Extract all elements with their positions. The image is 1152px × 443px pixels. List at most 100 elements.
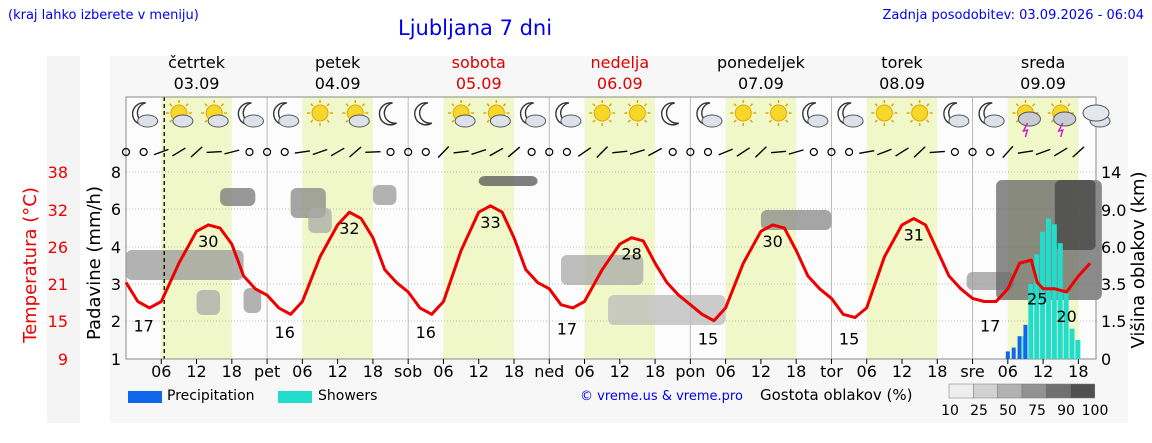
- wind-barb-icon: [453, 150, 469, 154]
- precip-tick-label: 2: [111, 312, 121, 331]
- x-tick-label: 12: [469, 362, 489, 381]
- cloud-density-swatch: [1045, 383, 1071, 399]
- temperature-label: 25: [1027, 289, 1047, 308]
- x-tick-label: 12: [892, 362, 912, 381]
- moon-icon: [378, 102, 397, 126]
- wind-barb-icon: [437, 146, 450, 158]
- wind-calm-icon: [280, 147, 289, 157]
- cloud-density-swatch: [997, 383, 1023, 399]
- x-tick-label: sob: [394, 362, 422, 381]
- wind-barb-icon: [596, 146, 609, 158]
- sun-cloud-icon: [448, 100, 476, 128]
- wind-calm-icon: [421, 147, 430, 157]
- moon-icon: [660, 102, 680, 126]
- cloud-density-tick: 75: [1028, 403, 1046, 419]
- day-date: 06.09: [597, 74, 643, 93]
- day-name: sreda: [1021, 53, 1065, 72]
- day-date: 04.09: [315, 74, 361, 93]
- cloud-icon: [1082, 104, 1111, 128]
- wind-calm-icon: [986, 147, 995, 157]
- cloud-height-axis-title: Višina oblakov (km): [1128, 171, 1149, 348]
- wind-barb-icon: [859, 149, 875, 155]
- x-tick-label: 06: [292, 362, 312, 381]
- wind-barb-icon: [365, 151, 381, 153]
- temperature-line: [124, 204, 1092, 323]
- x-tick-label: 18: [927, 362, 947, 381]
- x-tick-label: 06: [857, 362, 877, 381]
- cloud-blob: [1054, 180, 1096, 250]
- showers-bar: [1051, 224, 1057, 359]
- wind-calm-icon: [968, 147, 977, 157]
- cloud-blob: [372, 185, 397, 205]
- wind-calm-icon: [245, 147, 254, 157]
- cloud-height-tick-label: 9.0: [1101, 201, 1126, 220]
- sun-icon: [730, 100, 757, 126]
- wind-calm-icon: [386, 147, 395, 157]
- day-name: nedelja: [590, 53, 649, 72]
- moon-cloud-icon: [802, 102, 829, 128]
- temp-tick-label: 15: [48, 312, 68, 331]
- temperature-label: 32: [339, 219, 359, 238]
- cloud-blob: [196, 290, 221, 315]
- x-tick-label: 06: [998, 362, 1018, 381]
- legend-showers-swatch: [278, 391, 312, 403]
- moon-icon: [414, 102, 433, 126]
- temperature-label: 17: [133, 317, 153, 336]
- showers-bar: [1075, 340, 1081, 359]
- temperature-label: 15: [698, 329, 718, 348]
- temperature-label: 16: [275, 323, 295, 342]
- precip-tick-label: 6: [111, 200, 121, 219]
- cloud-height-tick-label: 3.5: [1101, 275, 1126, 294]
- x-tick-label: 06: [151, 362, 171, 381]
- wind-barb-icon: [1017, 150, 1034, 154]
- sun-icon: [624, 100, 651, 126]
- wind-barb-icon: [206, 150, 222, 154]
- temperature-label: 20: [1056, 307, 1076, 326]
- x-tick-label: 18: [222, 362, 242, 381]
- sun-cloud-icon: [165, 100, 194, 128]
- day-date: 07.09: [738, 74, 784, 93]
- precip-tick-label: 8: [111, 163, 121, 182]
- wind-calm-icon: [262, 147, 272, 157]
- sun-icon: [871, 100, 898, 126]
- wind-calm-icon: [545, 147, 554, 157]
- cloud-density-swatch: [1070, 383, 1096, 399]
- showers-bar: [1040, 231, 1046, 359]
- cloud-density-tick: 50: [999, 403, 1017, 419]
- cloud-blob: [220, 188, 256, 206]
- showers-bar: [1069, 328, 1075, 359]
- cloud-blob: [478, 176, 538, 186]
- wind-calm-icon: [827, 147, 836, 157]
- temperature-label: 15: [839, 329, 859, 348]
- wind-barb-icon: [190, 146, 203, 158]
- day-name: četrtek: [168, 53, 226, 72]
- precipitation-bar: [1011, 347, 1016, 359]
- sun-cloud-icon: [342, 100, 370, 128]
- showers-bar: [1034, 254, 1040, 359]
- wind-barb-icon: [471, 148, 487, 156]
- credit-link[interactable]: © vreme.us & vreme.pro: [580, 389, 743, 404]
- moon-cloud-icon: [978, 102, 1005, 128]
- cloud-height-tick-label: 1.5: [1101, 312, 1126, 331]
- cloud-blob: [608, 295, 726, 325]
- sun-icon: [307, 100, 333, 126]
- temp-tick-label: 32: [48, 201, 68, 220]
- cloud-density-swatch: [948, 383, 974, 399]
- sun-icon: [906, 100, 933, 126]
- cloud-density-label: Gostota oblakov (%): [760, 386, 913, 404]
- day-name: petek: [315, 53, 361, 72]
- temperature-label: 33: [480, 213, 500, 232]
- cloud-density-tick: 10: [941, 403, 959, 419]
- wind-barb-icon: [718, 148, 733, 156]
- wind-barb-icon: [629, 149, 645, 155]
- wind-barb-icon: [312, 148, 328, 156]
- sun-cloud-icon: [201, 100, 229, 128]
- day-date: 05.09: [456, 74, 502, 93]
- x-tick-label: sre: [960, 362, 984, 381]
- x-tick-label: 12: [327, 362, 347, 381]
- temp-tick-label: 21: [48, 275, 68, 294]
- region-note[interactable]: (kraj lahko izberete v meniju): [8, 8, 199, 23]
- wind-barb-icon: [612, 150, 628, 154]
- sun-storm-icon: [1012, 100, 1041, 138]
